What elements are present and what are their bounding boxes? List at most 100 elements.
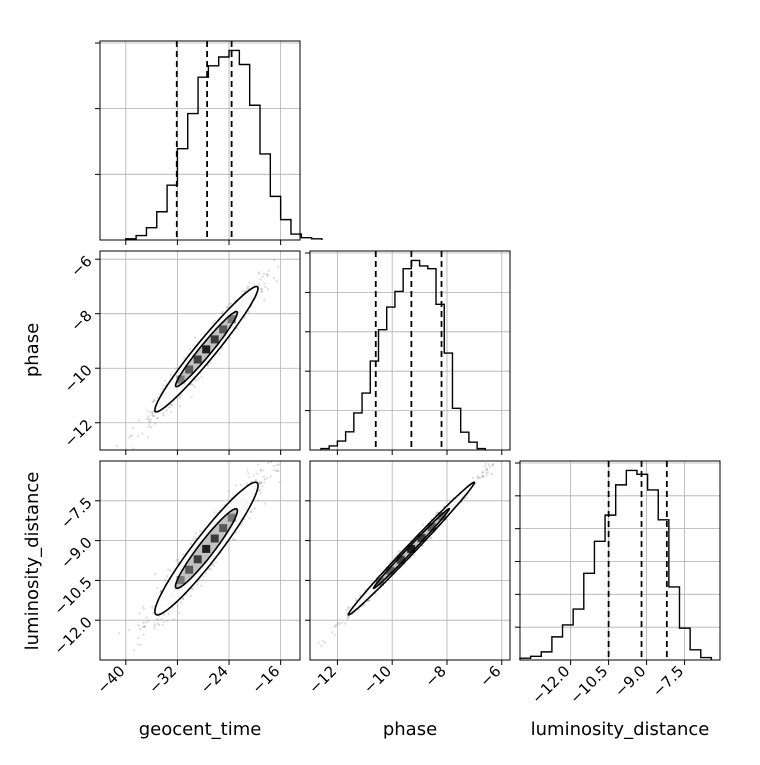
density-cell xyxy=(417,534,426,542)
scatter-point xyxy=(213,564,216,567)
scatter-point xyxy=(259,278,262,281)
scatter-point xyxy=(207,364,210,367)
scatter-point xyxy=(169,569,172,572)
scatter-point xyxy=(142,607,145,611)
scatter-point xyxy=(157,623,160,627)
scatter-point xyxy=(234,484,238,487)
x-tick-label-geocent_time: −24 xyxy=(197,662,232,697)
scatter-point xyxy=(250,480,253,483)
scatter-point xyxy=(278,480,281,483)
scatter-point xyxy=(265,477,269,480)
scatter-point xyxy=(246,469,249,472)
contour-line-inner xyxy=(174,508,239,590)
scatter-point xyxy=(143,625,146,629)
scatter-point xyxy=(178,395,182,398)
scatter-point xyxy=(258,283,261,286)
scatter-point xyxy=(227,306,230,309)
scatter-point xyxy=(144,621,147,624)
scatter-point xyxy=(331,631,334,634)
scatter-point xyxy=(154,422,157,425)
scatter-point xyxy=(178,397,181,400)
scatter-point xyxy=(185,593,188,596)
scatter-point xyxy=(291,454,293,456)
scatter-point xyxy=(258,488,262,491)
y-tick-label-phase: −8 xyxy=(67,307,95,335)
scatter-point xyxy=(333,625,336,628)
scatter-point xyxy=(189,348,192,351)
scatter-point xyxy=(189,542,192,545)
y-tick-label-luminosity_distance: −9.0 xyxy=(57,534,95,572)
scatter-point xyxy=(151,411,154,414)
scatter-point xyxy=(488,465,491,468)
scatter-point xyxy=(273,259,276,262)
x-tick-label-geocent_time: −32 xyxy=(145,662,180,697)
panel-frame xyxy=(519,460,721,661)
scatter-point xyxy=(260,290,263,293)
scatter-point xyxy=(153,627,156,630)
scatter-point xyxy=(139,628,142,631)
scatter-point xyxy=(149,420,152,423)
scatter-point xyxy=(151,606,154,609)
scatter-point xyxy=(180,393,183,396)
scatter-point xyxy=(254,478,257,481)
scatter-point xyxy=(348,606,351,609)
y-tick-label-phase: −6 xyxy=(67,252,95,280)
scatter-point xyxy=(234,538,237,541)
scatter-point xyxy=(167,613,170,616)
scatter-point xyxy=(266,288,269,291)
scatter-point xyxy=(344,622,347,625)
x-tick-label-phase: −12 xyxy=(305,662,340,697)
y-tick-label-luminosity_distance: −10.5 xyxy=(50,573,95,618)
scatter-point xyxy=(491,464,494,467)
scatter-point xyxy=(359,594,362,597)
scatter-point xyxy=(263,502,267,505)
density-cell xyxy=(193,355,202,364)
scatter-point xyxy=(346,617,349,620)
scatter-point xyxy=(193,535,196,538)
scatter-point xyxy=(177,558,180,561)
density-cell xyxy=(396,555,405,564)
density-cell xyxy=(176,375,185,384)
scatter-point xyxy=(209,568,212,571)
scatter-point xyxy=(169,374,172,377)
scatter-point xyxy=(374,592,377,595)
scatter-point xyxy=(481,471,484,474)
scatter-point xyxy=(156,587,159,590)
scatter-point xyxy=(481,471,484,474)
scatter-point xyxy=(346,612,349,615)
density-layer xyxy=(100,251,300,450)
scatter-point xyxy=(202,575,205,578)
scatter-point xyxy=(192,588,195,591)
scatter-point xyxy=(266,274,270,277)
scatter-point xyxy=(142,625,146,628)
scatter-point xyxy=(138,612,141,615)
scatter-point xyxy=(258,482,261,485)
scatter-point xyxy=(226,305,229,309)
scatter-point xyxy=(265,273,268,276)
x-axis-title-luminosity_distance: luminosity_distance xyxy=(531,719,710,740)
scatter-point xyxy=(130,434,133,437)
scatter-point xyxy=(147,425,150,428)
panel-frame xyxy=(99,40,301,241)
scatter-point xyxy=(491,463,494,466)
scatter-point xyxy=(346,606,349,609)
scatter-point xyxy=(152,414,155,417)
scatter-point xyxy=(262,469,265,472)
scatter-point xyxy=(545,409,547,411)
scatter-point xyxy=(266,461,270,464)
scatter-point xyxy=(486,468,489,471)
scatter-point xyxy=(154,573,157,576)
scatter-point xyxy=(264,285,267,288)
y-tick-label-luminosity_distance: −12.0 xyxy=(50,613,95,658)
scatter-point xyxy=(276,464,279,467)
scatter-point xyxy=(490,473,494,476)
scatter-point xyxy=(142,633,145,636)
scatter-point xyxy=(171,404,174,407)
scatter-point xyxy=(347,615,350,619)
scatter-point xyxy=(164,579,167,582)
scatter-point xyxy=(190,587,193,591)
scatter-point xyxy=(244,289,247,292)
scatter-point xyxy=(182,597,185,601)
scatter-point xyxy=(153,623,156,626)
scatter-point xyxy=(209,361,212,365)
